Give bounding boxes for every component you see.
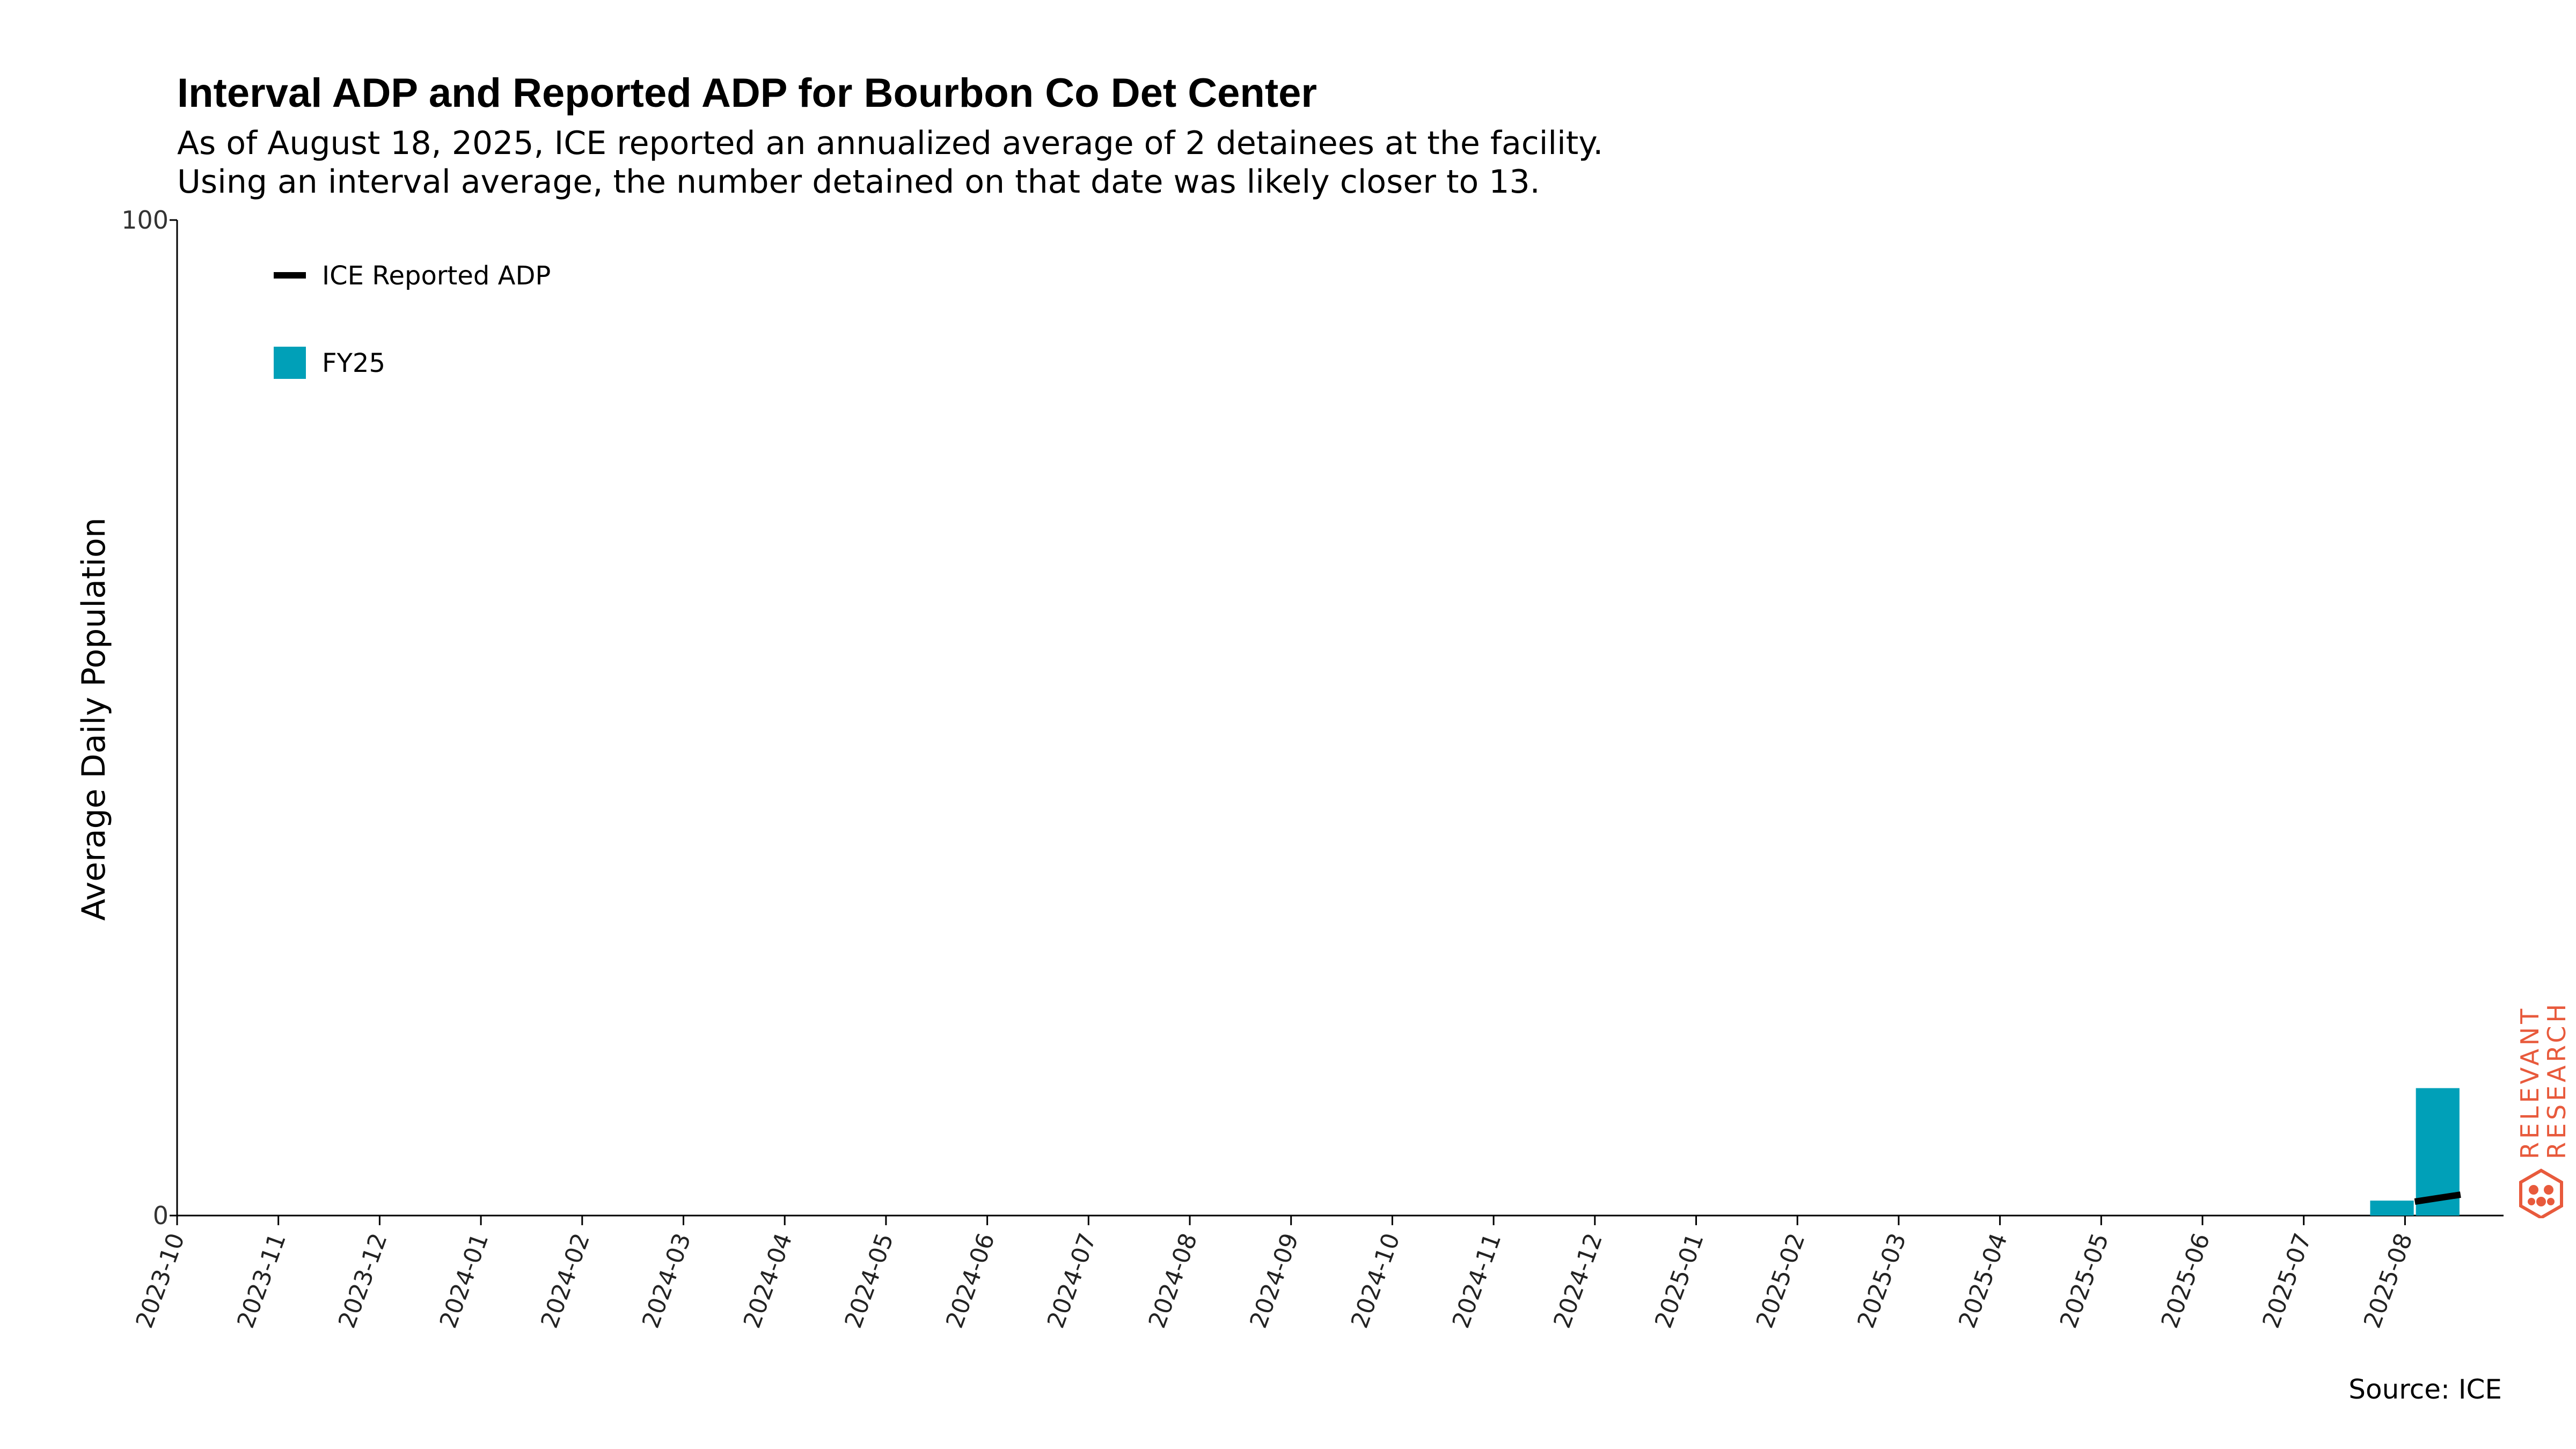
x-tick-label: 2024-09 [1245,1230,1304,1331]
x-tick-label: 2023-10 [131,1230,191,1331]
x-tick-label: 2024-04 [738,1230,798,1331]
y-axis-label: Average Daily Population [75,517,113,921]
x-tick-label: 2024-05 [839,1230,899,1331]
relevant-research-logo: RELEVANT RESEARCH [2515,1001,2571,1218]
x-tick-label: 2025-03 [1852,1230,1912,1331]
logo-text-line-1: RELEVANT [2515,1006,2544,1159]
x-tick-label: 2023-11 [232,1230,291,1331]
source-note: Source: ICE [2348,1374,2502,1405]
x-tick-label: 2024-03 [637,1230,697,1331]
logo-text-line-2: RESEARCH [2542,1001,2571,1159]
y-tick-label: 100 [121,206,169,235]
x-tick-label: 2024-02 [536,1230,595,1331]
x-tick-label: 2024-10 [1346,1230,1406,1331]
reported-adp-line [2414,1191,2461,1205]
x-tick-label: 2025-01 [1650,1230,1709,1331]
legend-label-line: ICE Reported ADP [322,261,551,291]
y-tick-label: 0 [153,1201,169,1230]
chart-subtitle-line-1: As of August 18, 2025, ICE reported an a… [177,125,1604,162]
legend-bar-swatch [274,347,306,379]
x-tick-label: 2024-07 [1042,1230,1102,1331]
x-axis-ticks: 2023-10 2023-11 2023-12 2024-01 2024-02 2024-… [131,1216,2418,1332]
x-tick-label: 2024-08 [1144,1230,1203,1331]
x-tick-label: 2024-01 [435,1230,494,1331]
chart-title: Interval ADP and Reported ADP for Bourbo… [177,70,1317,116]
x-tick-label: 2025-04 [1953,1230,2013,1331]
x-tick-label: 2025-08 [2359,1230,2418,1331]
bar-series [2370,1088,2460,1216]
y-axis-ticks: 0 100 [121,206,177,1230]
chart-subtitle-line-2: Using an interval average, the number de… [177,163,1540,201]
axes [176,220,2504,1217]
bar [2370,1201,2414,1216]
x-tick-label: 2024-11 [1447,1230,1507,1331]
x-tick-label: 2024-06 [941,1230,1000,1331]
logo-hexagon-icon [2519,1168,2563,1218]
legend-label-bar: FY25 [322,348,385,378]
x-tick-label: 2025-06 [2156,1230,2216,1331]
x-tick-label: 2025-07 [2257,1230,2317,1331]
line-series [2414,1191,2461,1205]
legend: ICE Reported ADP FY25 [274,261,551,379]
x-tick-label: 2024-12 [1548,1230,1608,1331]
x-tick-label: 2025-05 [2055,1230,2114,1331]
x-tick-label: 2025-02 [1751,1230,1811,1331]
x-tick-label: 2023-12 [333,1230,393,1331]
